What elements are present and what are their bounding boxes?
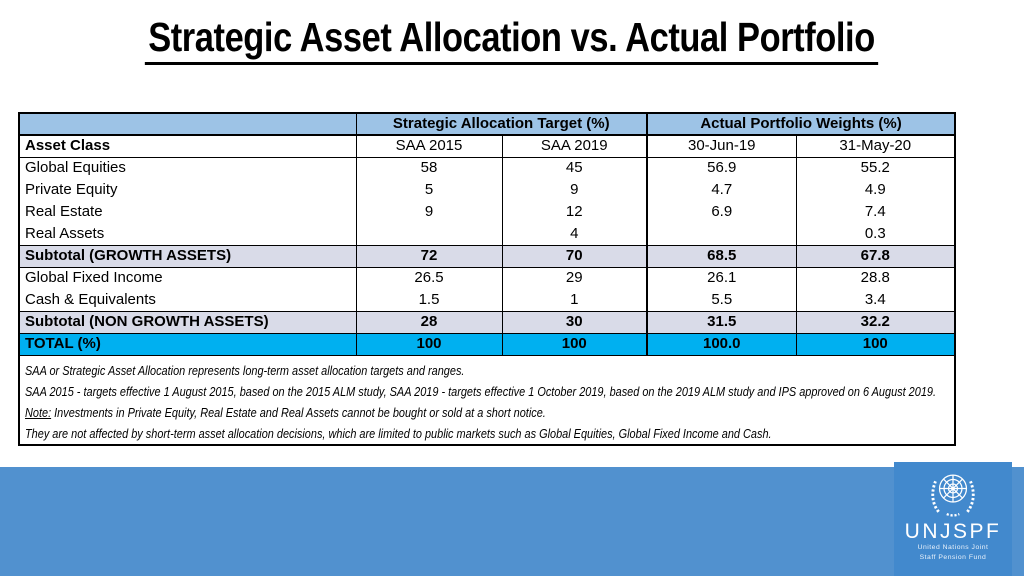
cell-value: 29 — [501, 267, 648, 289]
cell-value: 31.5 — [646, 310, 797, 334]
cell-value: 5 — [355, 179, 502, 201]
corner-cell — [18, 113, 356, 136]
row-label: TOTAL (%) — [18, 332, 356, 356]
row-label: Real Estate — [18, 201, 356, 223]
cell-value: 100 — [501, 332, 648, 356]
table-row-cash-equivalents: Cash & Equivalents 1.5 1 5.5 3.4 — [18, 289, 956, 311]
cell-value: 9 — [355, 201, 502, 223]
column-header-row: Asset Class SAA 2015 SAA 2019 30-Jun-19 … — [18, 135, 956, 158]
cell-value: 0.3 — [795, 223, 956, 245]
table-row-real-estate: Real Estate 9 12 6.9 7.4 — [18, 201, 956, 223]
cell-value: 26.1 — [646, 267, 797, 289]
column-header-saa-2015: SAA 2015 — [355, 135, 502, 158]
title-container: Strategic Asset Allocation vs. Actual Po… — [0, 14, 1024, 66]
table-row-subtotal-non-growth: Subtotal (NON GROWTH ASSETS) 28 30 31.5 … — [18, 310, 956, 334]
brand-subtitle-line-1: United Nations Joint — [917, 544, 989, 552]
footnote-line-3: Note: Investments in Private Equity, Rea… — [25, 402, 801, 423]
table-container: Strategic Allocation Target (%) Actual P… — [18, 112, 957, 446]
column-header-saa-2019: SAA 2019 — [501, 135, 648, 158]
footnotes: SAA or Strategic Asset Allocation repres… — [18, 354, 956, 445]
cell-value: 68.5 — [646, 244, 797, 268]
footnote-line-2: SAA 2015 - targets effective 1 August 20… — [25, 381, 936, 402]
footnote-note-label: Note: — [25, 404, 52, 420]
cell-value: 6.9 — [646, 201, 797, 223]
cell-value: 1 — [501, 289, 648, 311]
cell-value: 3.4 — [795, 289, 956, 311]
brand-subtitle-line-2: Staff Pension Fund — [919, 554, 987, 562]
cell-value: 55.2 — [795, 157, 956, 179]
cell-value: 7.4 — [795, 201, 956, 223]
cell-value: 67.8 — [795, 244, 956, 268]
group-header-row: Strategic Allocation Target (%) Actual P… — [18, 113, 956, 136]
row-label: Subtotal (NON GROWTH ASSETS) — [18, 310, 356, 334]
allocation-table: Strategic Allocation Target (%) Actual P… — [18, 112, 957, 446]
cell-value: 12 — [501, 201, 648, 223]
cell-value: 70 — [501, 244, 648, 268]
cell-value: 4.9 — [795, 179, 956, 201]
cell-value: 26.5 — [355, 267, 502, 289]
brand-subtitle: United Nations Joint Staff Pension Fund — [918, 543, 989, 563]
footnote-text: Investments in Private Equity, Real Esta… — [51, 404, 546, 420]
cell-value: 28.8 — [795, 267, 956, 289]
footnote-text: They are not affected by short-term asse… — [25, 425, 772, 441]
table-row-total: TOTAL (%) 100 100 100.0 100 — [18, 332, 956, 356]
row-label: Real Assets — [18, 223, 356, 245]
cell-value: 32.2 — [795, 310, 956, 334]
column-header-31-may-20: 31-May-20 — [795, 135, 956, 158]
page-title: Strategic Asset Allocation vs. Actual Po… — [145, 14, 879, 66]
row-label: Global Equities — [18, 157, 356, 179]
column-header-30-jun-19: 30-Jun-19 — [646, 135, 797, 158]
row-label: Global Fixed Income — [18, 267, 356, 289]
cell-value — [355, 223, 502, 245]
footnote-line-1: SAA or Strategic Asset Allocation repres… — [25, 360, 801, 381]
table-row-real-assets: Real Assets 4 0.3 — [18, 223, 956, 245]
cell-value: 56.9 — [646, 157, 797, 179]
row-label: Private Equity — [18, 179, 356, 201]
table-row-global-equities: Global Equities 58 45 56.9 55.2 — [18, 157, 956, 179]
cell-value: 45 — [501, 157, 648, 179]
cell-value — [646, 223, 797, 245]
cell-value: 58 — [355, 157, 502, 179]
table-row-private-equity: Private Equity 5 9 4.7 4.9 — [18, 179, 956, 201]
group-header-actual: Actual Portfolio Weights (%) — [646, 113, 956, 136]
row-label: Subtotal (GROWTH ASSETS) — [18, 244, 356, 268]
cell-value: 4.7 — [646, 179, 797, 201]
footnote-line-4: They are not affected by short-term asse… — [25, 423, 801, 444]
table-row-subtotal-growth: Subtotal (GROWTH ASSETS) 72 70 68.5 67.8 — [18, 244, 956, 268]
un-emblem-icon — [931, 474, 975, 517]
cell-value: 100 — [355, 332, 502, 356]
cell-value: 4 — [501, 223, 648, 245]
cell-value: 5.5 — [646, 289, 797, 311]
cell-value: 72 — [355, 244, 502, 268]
cell-value: 100.0 — [646, 332, 797, 356]
group-header-strategic: Strategic Allocation Target (%) — [355, 113, 648, 136]
cell-value: 30 — [501, 310, 648, 334]
cell-value: 1.5 — [355, 289, 502, 311]
cell-value: 100 — [795, 332, 956, 356]
table-row-global-fixed-income: Global Fixed Income 26.5 29 26.1 28.8 — [18, 267, 956, 289]
footer-band — [0, 467, 1024, 576]
footnotes-row: SAA or Strategic Asset Allocation repres… — [18, 354, 956, 445]
footnote-text: SAA or Strategic Asset Allocation repres… — [25, 362, 465, 378]
column-header-asset-class: Asset Class — [18, 135, 356, 158]
row-label: Cash & Equivalents — [18, 289, 356, 311]
cell-value: 9 — [501, 179, 648, 201]
cell-value: 28 — [355, 310, 502, 334]
unjspf-logo-box: UNJSPF United Nations Joint Staff Pensio… — [894, 462, 1012, 576]
brand-name: UNJSPF — [904, 520, 1002, 543]
footnote-text: SAA 2015 - targets effective 1 August 20… — [25, 383, 937, 399]
